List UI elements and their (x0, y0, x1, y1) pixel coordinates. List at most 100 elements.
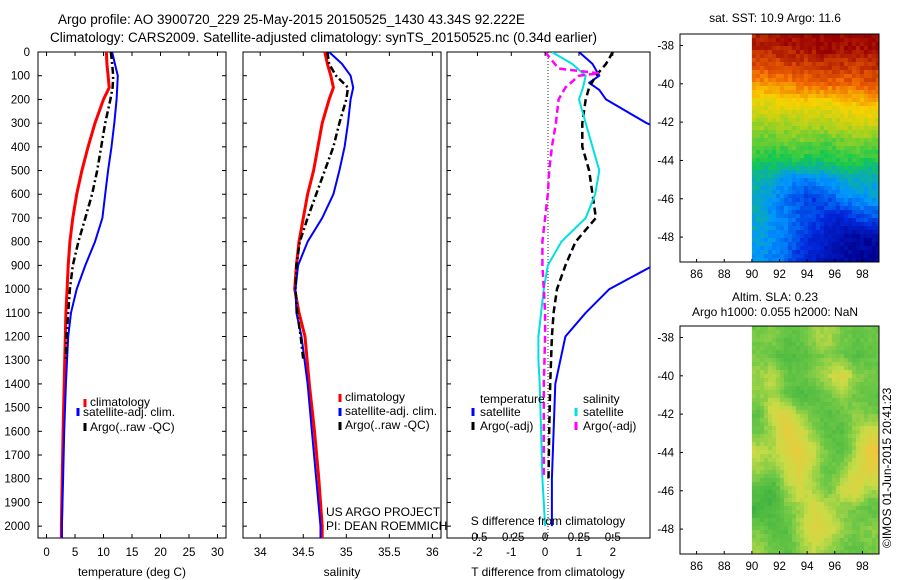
map-cell (807, 326, 813, 331)
map-cell (795, 478, 801, 483)
map-cell (763, 186, 769, 191)
map-cell (863, 62, 869, 67)
map-cell (791, 466, 797, 471)
map-cell (859, 370, 865, 375)
map-cell (851, 338, 857, 343)
map-cell (751, 394, 757, 399)
map-cell (795, 82, 801, 87)
map-cell (771, 78, 777, 83)
map-cell (771, 450, 777, 455)
map-cell (751, 450, 757, 455)
map-cell (831, 182, 837, 187)
map-cell (775, 506, 781, 511)
map-cell (823, 462, 829, 467)
map-cell (835, 42, 841, 47)
map-cell (755, 414, 761, 419)
map-cell (767, 154, 773, 159)
map-cell (859, 122, 865, 127)
map-cell (859, 510, 865, 515)
map-cell (779, 374, 785, 379)
map-cell (803, 442, 809, 447)
map-cell (775, 522, 781, 527)
map-cell (799, 498, 805, 503)
map-cell (815, 342, 821, 347)
map-cell (815, 474, 821, 479)
map-cell (783, 478, 789, 483)
map-cell (799, 370, 805, 375)
map-cell (755, 254, 761, 259)
map-cell (763, 182, 769, 187)
map-cell (875, 206, 880, 211)
map-cell (763, 130, 769, 135)
map-cell (755, 474, 761, 479)
map-cell (787, 254, 793, 259)
map-cell (791, 326, 797, 331)
map-cell (835, 334, 841, 339)
map-cell (771, 118, 777, 123)
map-cell (843, 114, 849, 119)
map-cell (779, 342, 785, 347)
map-cell (827, 530, 833, 535)
map-cell (871, 198, 877, 203)
map-cell (751, 226, 757, 231)
map-cell (815, 206, 821, 211)
map-cell (803, 546, 809, 551)
map-cell (771, 58, 777, 63)
map-cell (839, 430, 845, 435)
map-cell (823, 446, 829, 451)
map-cell (875, 430, 880, 435)
map-cell (875, 462, 880, 467)
map-cell (823, 546, 829, 551)
map-cell (771, 114, 777, 119)
map-cell (807, 206, 813, 211)
map-cell (767, 542, 773, 547)
map-cell (831, 498, 837, 503)
map-cell (815, 134, 821, 139)
map-cell (783, 450, 789, 455)
map-cell (775, 530, 781, 535)
map-cell (755, 362, 761, 367)
map-cell (791, 458, 797, 463)
map-cell (815, 410, 821, 415)
map-cell (871, 390, 877, 395)
map-cell (851, 414, 857, 419)
map-cell (751, 134, 757, 139)
map-cell (763, 470, 769, 475)
depth-tick-label: 1500 (4, 403, 30, 415)
map-cell (875, 518, 880, 523)
map-cell (779, 338, 785, 343)
map-cell (775, 350, 781, 355)
map-cell (843, 342, 849, 347)
map-cell (799, 534, 805, 539)
map-cell (847, 86, 853, 91)
map-cell (767, 102, 773, 107)
map-cell (847, 530, 853, 535)
map-cell (759, 338, 765, 343)
depth-tick-label: 1300 (4, 355, 30, 367)
map-cell (851, 470, 857, 475)
map-cell (775, 454, 781, 459)
map-cell (783, 54, 789, 59)
map-cell (823, 78, 829, 83)
map-cell (871, 478, 877, 483)
map-cell (843, 250, 849, 255)
map-cell (799, 74, 805, 79)
map-cell (799, 454, 805, 459)
map-cell (827, 326, 833, 331)
map-cell (783, 470, 789, 475)
map-cell (799, 486, 805, 491)
map-cell (823, 526, 829, 531)
map-cell (783, 42, 789, 47)
map-cell (759, 538, 765, 543)
map-cell (847, 462, 853, 467)
map-cell (807, 510, 813, 515)
depth-tick-label: 1100 (5, 308, 30, 320)
map-cell (783, 358, 789, 363)
map-lon-label: 94 (801, 561, 814, 573)
map-cell (863, 102, 869, 107)
map-cell (783, 74, 789, 79)
map-cell (875, 202, 880, 207)
map-cell (827, 334, 833, 339)
map-cell (795, 34, 801, 39)
map-cell (851, 70, 857, 75)
